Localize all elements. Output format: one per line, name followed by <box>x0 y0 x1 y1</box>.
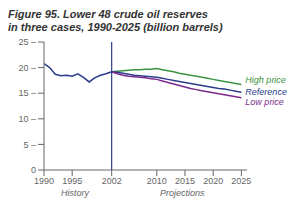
svg-text:History: History <box>61 188 90 198</box>
html-text:in three cases, 1990-2025 (bil: in three cases, 1990-2025 (billion barre… <box>8 21 223 33</box>
svg-text:2015: 2015 <box>175 176 195 186</box>
svg-text:5 –: 5 – <box>23 140 36 150</box>
svg-text:2025: 2025 <box>231 176 251 186</box>
svg-text:0: 0 <box>31 165 36 175</box>
html-text:Figure 95. Lower 48 crude oil: Figure 95. Lower 48 crude oil reserves <box>8 8 208 20</box>
svg-text:Projections: Projections <box>160 188 205 198</box>
svg-text:2002: 2002 <box>102 176 122 186</box>
svg-text:10 –: 10 – <box>18 114 36 124</box>
svg-text:2020: 2020 <box>203 176 223 186</box>
svg-text:High price: High price <box>245 75 286 85</box>
svg-text:2010: 2010 <box>147 176 167 186</box>
svg-text:1990: 1990 <box>34 176 54 186</box>
svg-text:Reference: Reference <box>245 87 287 97</box>
svg-text:20 –: 20 – <box>18 63 36 73</box>
svg-text:Low price: Low price <box>245 97 284 107</box>
svg-text:15 –: 15 – <box>18 88 36 98</box>
svg-text:25 –: 25 – <box>18 37 36 47</box>
svg-text:1995: 1995 <box>62 176 82 186</box>
